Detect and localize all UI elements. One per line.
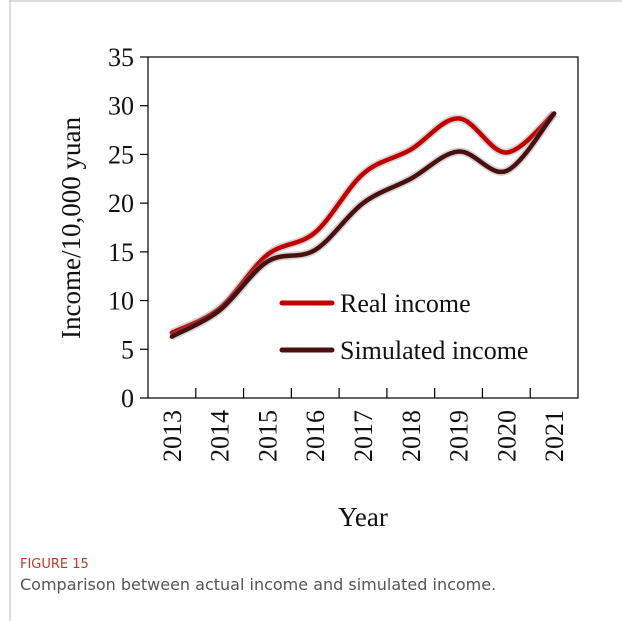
x-tick-label: 2013 [158,410,187,462]
y-tick-label: 25 [108,140,134,169]
x-tick-label: 2021 [540,410,569,462]
legend-label: Simulated income [340,336,528,365]
y-tick-label: 30 [108,92,134,121]
x-tick-label: 2020 [492,410,521,462]
y-tick-label: 5 [121,335,134,364]
x-tick-label: 2015 [253,410,282,462]
x-tick-label: 2014 [206,410,235,462]
x-tick-label: 2018 [397,410,426,462]
y-tick-label: 10 [108,287,134,316]
series-line [169,111,557,339]
y-tick-label: 35 [108,43,134,72]
caption-label: FIGURE 15 [20,557,89,572]
y-tick-label: 0 [121,384,134,413]
x-tick-label: 2019 [445,410,474,462]
legend-label: Real income [340,289,471,318]
caption-text: Comparison between actual income and sim… [20,575,496,594]
y-tick-label: 20 [108,189,134,218]
x-axis-label: Year [338,502,388,532]
x-tick-label: 2017 [349,410,378,462]
x-tick-label: 2016 [301,410,330,462]
y-tick-label: 15 [108,238,134,267]
y-axis-label: Income/10,000 yuan [56,117,86,339]
plot-frame [147,56,579,399]
